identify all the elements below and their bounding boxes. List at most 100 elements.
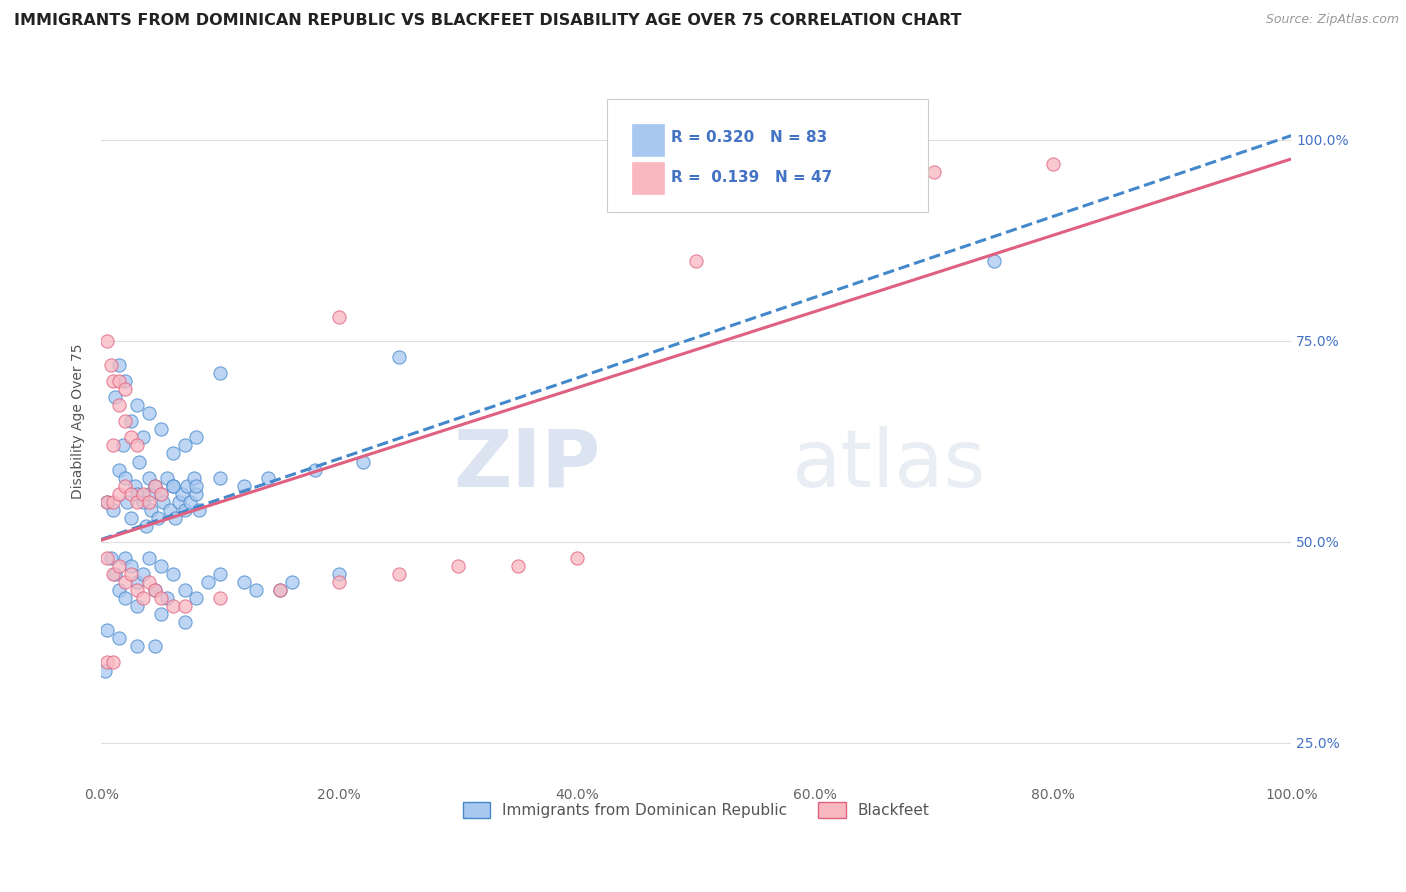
Point bbox=[179, 494, 201, 508]
Point bbox=[125, 824, 148, 838]
Point bbox=[101, 438, 124, 452]
Point bbox=[138, 494, 160, 508]
Point bbox=[125, 486, 148, 500]
Point bbox=[96, 494, 118, 508]
Point bbox=[94, 664, 117, 678]
Point bbox=[328, 567, 350, 582]
Point bbox=[186, 591, 208, 606]
Point bbox=[114, 575, 136, 590]
Point bbox=[108, 486, 131, 500]
Point bbox=[149, 591, 172, 606]
Point bbox=[245, 583, 267, 598]
Point bbox=[209, 591, 232, 606]
Point bbox=[108, 398, 131, 412]
Point bbox=[162, 599, 184, 614]
Point bbox=[388, 567, 411, 582]
Point bbox=[96, 494, 118, 508]
Point bbox=[163, 510, 186, 524]
Point bbox=[125, 575, 148, 590]
Point bbox=[328, 310, 350, 324]
Point bbox=[101, 656, 124, 670]
Point bbox=[173, 615, 195, 630]
Point bbox=[117, 494, 139, 508]
FancyBboxPatch shape bbox=[607, 99, 928, 211]
Point bbox=[104, 390, 127, 404]
Point bbox=[863, 197, 886, 211]
Point bbox=[149, 486, 172, 500]
Point bbox=[804, 173, 827, 187]
Point bbox=[114, 591, 136, 606]
Point bbox=[685, 253, 707, 268]
Point bbox=[352, 454, 374, 468]
Y-axis label: Disability Age Over 75: Disability Age Over 75 bbox=[72, 343, 86, 499]
Point bbox=[143, 583, 166, 598]
Point bbox=[96, 551, 118, 566]
Point bbox=[233, 575, 256, 590]
Point bbox=[388, 350, 411, 364]
Point bbox=[149, 486, 172, 500]
Point bbox=[114, 382, 136, 396]
Point bbox=[156, 470, 179, 484]
Point bbox=[120, 567, 142, 582]
Point bbox=[183, 470, 205, 484]
Point bbox=[96, 334, 118, 348]
Point bbox=[120, 559, 142, 574]
Point bbox=[125, 583, 148, 598]
Point bbox=[101, 494, 124, 508]
Point bbox=[138, 470, 160, 484]
Point bbox=[100, 358, 122, 372]
Point bbox=[173, 438, 195, 452]
Point bbox=[114, 478, 136, 492]
Point bbox=[125, 438, 148, 452]
Point bbox=[96, 656, 118, 670]
Point bbox=[138, 575, 160, 590]
Point bbox=[114, 414, 136, 428]
Point bbox=[96, 624, 118, 638]
Point bbox=[186, 478, 208, 492]
Point bbox=[120, 430, 142, 444]
Point bbox=[506, 559, 529, 574]
Point bbox=[125, 494, 148, 508]
Point bbox=[447, 559, 470, 574]
Point bbox=[132, 494, 155, 508]
Point bbox=[108, 358, 131, 372]
Point bbox=[108, 374, 131, 388]
Point bbox=[269, 583, 291, 598]
Point bbox=[162, 478, 184, 492]
Point bbox=[120, 414, 142, 428]
Point bbox=[209, 470, 232, 484]
Point bbox=[176, 478, 198, 492]
Point bbox=[280, 575, 302, 590]
Point bbox=[114, 551, 136, 566]
Point bbox=[149, 607, 172, 622]
Point bbox=[162, 446, 184, 460]
Point bbox=[138, 406, 160, 420]
Point bbox=[104, 567, 127, 582]
Point bbox=[152, 494, 174, 508]
Point bbox=[101, 567, 124, 582]
Point bbox=[138, 486, 160, 500]
Point bbox=[149, 559, 172, 574]
Point bbox=[328, 575, 350, 590]
Point bbox=[983, 253, 1005, 268]
Point bbox=[120, 486, 142, 500]
Point bbox=[108, 559, 131, 574]
Point bbox=[173, 599, 195, 614]
Point bbox=[256, 470, 278, 484]
Point bbox=[124, 478, 146, 492]
Point bbox=[148, 510, 170, 524]
Point bbox=[186, 486, 208, 500]
Point bbox=[304, 462, 326, 476]
Point bbox=[924, 165, 946, 179]
Text: Source: ZipAtlas.com: Source: ZipAtlas.com bbox=[1265, 13, 1399, 27]
Point bbox=[108, 632, 131, 646]
Point bbox=[111, 438, 134, 452]
Point bbox=[567, 551, 589, 566]
Point bbox=[186, 430, 208, 444]
Point bbox=[128, 454, 150, 468]
Point bbox=[125, 398, 148, 412]
Point bbox=[173, 583, 195, 598]
Point bbox=[108, 583, 131, 598]
Point bbox=[132, 567, 155, 582]
Point bbox=[135, 518, 157, 533]
